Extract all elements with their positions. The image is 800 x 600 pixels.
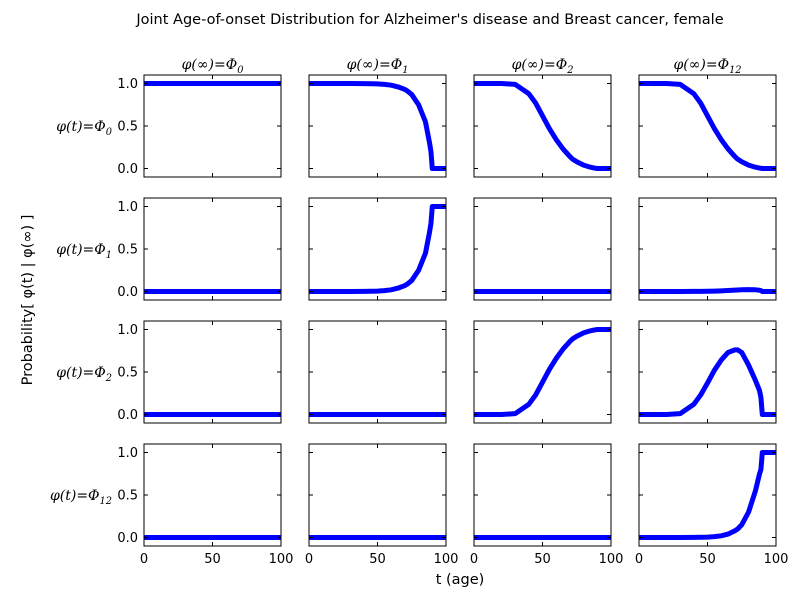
x-tick-label: 100: [764, 552, 789, 567]
y-tick-label: 0.0: [117, 162, 138, 177]
series-line-r2-c3: [639, 347, 776, 417]
x-tick-label: 0: [635, 552, 643, 567]
series-line-r0-c3: [639, 81, 776, 171]
x-tick-label: 100: [434, 552, 459, 567]
series-line-r3-c3: [639, 450, 776, 540]
panel-r2-c2: [473, 320, 612, 424]
column-label-2: φ(∞)=Φ2: [512, 57, 574, 76]
panel-frame: [473, 320, 612, 424]
panel-frame: [308, 443, 447, 547]
panel-r1-c2: [473, 197, 612, 301]
panel-frame: [308, 320, 447, 424]
y-tick-label: 0.5: [117, 366, 138, 381]
panel-frame: [143, 197, 282, 301]
panel-r2-c1: [308, 320, 447, 424]
column-label-3: φ(∞)=Φ12: [673, 57, 741, 76]
panel-frame: [143, 320, 282, 424]
panel-frame: [473, 74, 612, 178]
x-tick-label: 50: [534, 552, 551, 567]
y-tick-label: 1.0: [117, 200, 138, 215]
y-tick-label: 0.5: [117, 489, 138, 504]
y-tick-label: 0.0: [117, 408, 138, 423]
panel-frame: [473, 443, 612, 547]
row-label-2: φ(t)=Φ2: [56, 365, 112, 384]
panel-frame: [638, 320, 777, 424]
row-label-3: φ(t)=Φ12: [50, 488, 112, 507]
row-label-0: φ(t)=Φ0: [56, 119, 112, 138]
panel-r3-c2: 0 50 100: [470, 443, 624, 567]
series-line-r2-c2: [474, 327, 611, 417]
panel-r3-c1: 0 50 100: [305, 443, 459, 567]
series-line-r1-c3: [639, 287, 776, 294]
x-tick-label: 0: [305, 552, 313, 567]
panel-r1-c0: 0.0 0.5 1.0: [117, 197, 282, 301]
panel-r0-c1: [308, 74, 447, 178]
panel-frame: [143, 74, 282, 178]
panel-r2-c0: 0.0 0.5 1.0: [117, 320, 282, 424]
panel-r3-c0: 0.0 0.5 1.0 0 50 100: [117, 443, 294, 567]
x-tick-label: 50: [204, 552, 221, 567]
y-tick-label: 0.0: [117, 531, 138, 546]
panel-r0-c2: [473, 74, 612, 178]
panel-frame: [638, 74, 777, 178]
panel-r3-c3: 0 50 100: [635, 443, 789, 567]
panel-r1-c1: [308, 197, 447, 301]
x-axis-label: t (age): [436, 572, 485, 588]
panel-frame: [143, 443, 282, 547]
panel-r0-c3: [638, 74, 777, 178]
y-tick-label: 1.0: [117, 77, 138, 92]
x-tick-label: 100: [269, 552, 294, 567]
x-tick-label: 0: [470, 552, 478, 567]
y-tick-label: 0.0: [117, 285, 138, 300]
series-line-r1-c1: [309, 204, 446, 294]
row-label-1: φ(t)=Φ1: [56, 242, 112, 261]
series-line-r0-c2: [474, 81, 611, 171]
panel-r0-c0: 0.0 0.5 1.0: [117, 74, 282, 178]
y-tick-label: 0.5: [117, 120, 138, 135]
panel-r2-c3: [638, 320, 777, 424]
panel-r1-c3: [638, 197, 777, 301]
panel-grid: φ(∞)=Φ0 φ(∞)=Φ1 φ(∞)=Φ2 φ(∞)=Φ12 φ(t)=Φ0 φ(t)…: [50, 57, 788, 567]
y-tick-label: 1.0: [117, 323, 138, 338]
panel-frame: [638, 197, 777, 301]
x-tick-label: 50: [699, 552, 716, 567]
panel-frame: [473, 197, 612, 301]
column-label-0: φ(∞)=Φ0: [182, 57, 244, 76]
column-label-1: φ(∞)=Φ1: [347, 57, 409, 76]
series-line-r0-c1: [309, 81, 446, 171]
y-tick-label: 1.0: [117, 446, 138, 461]
x-tick-label: 0: [140, 552, 148, 567]
x-tick-label: 50: [369, 552, 386, 567]
y-tick-label: 0.5: [117, 243, 138, 258]
y-axis-label: Probability[ φ(t) | φ(∞) ]: [20, 215, 36, 386]
x-tick-label: 100: [599, 552, 624, 567]
chart-title: Joint Age-of-onset Distribution for Alzh…: [135, 12, 723, 28]
